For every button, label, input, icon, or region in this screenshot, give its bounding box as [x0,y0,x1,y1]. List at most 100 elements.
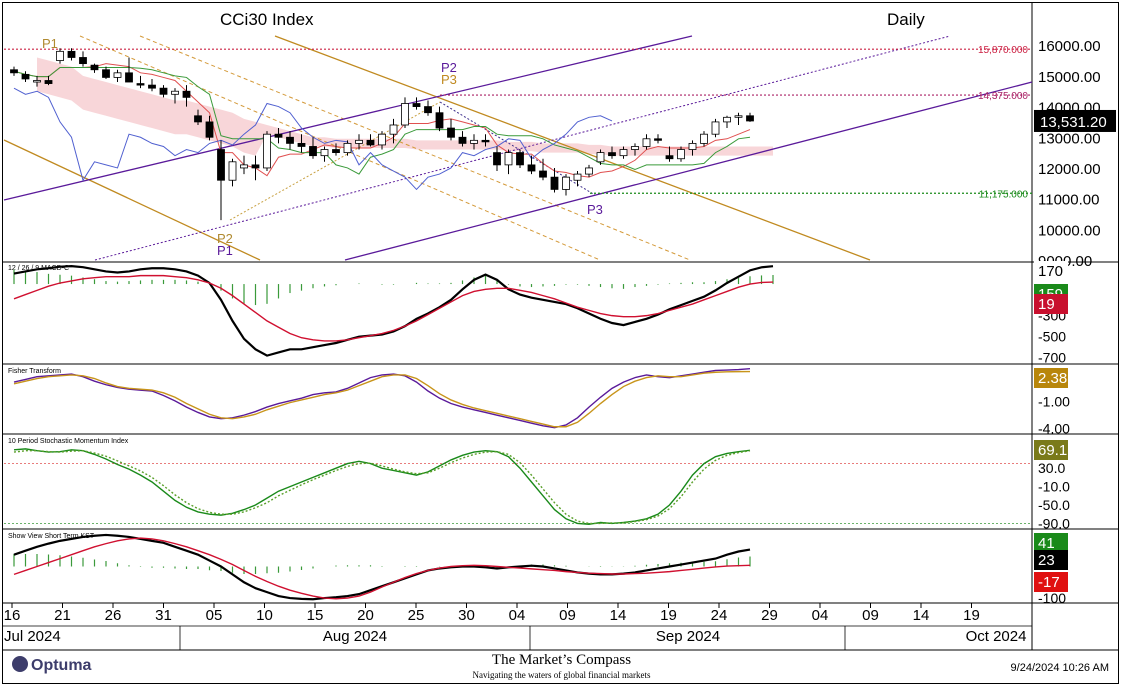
indicator-value-label: 170 [1038,263,1063,280]
x-axis-tick: 04 [509,607,526,624]
candle-body [21,73,30,80]
candle-body [251,164,260,169]
indicator-axis-tick: -10.0 [1038,479,1070,495]
publication-tagline: Navigating the waters of global financia… [472,670,651,680]
price-axis-tick: 10000.00 [1038,222,1101,239]
indicator-value-label: 23 [1038,552,1055,569]
candle-body [355,139,363,144]
pivot-label: P1 [42,36,58,51]
x-axis-tick: 19 [963,607,980,624]
candle-body [700,133,708,144]
footer-publication: The Market’s Compass Navigating the wate… [0,652,1123,680]
indicator-axis-tick: -4.00 [1038,421,1070,437]
indicator-series-line [13,367,751,429]
optuma-logo-icon [12,656,28,672]
x-axis-tick: 25 [408,607,425,624]
candle-body [125,72,133,83]
pitchfork-median-line [274,35,871,261]
candle-body [194,115,202,123]
ichimoku-cloud [37,57,773,156]
candle-body [182,90,191,98]
publication-title: The Market’s Compass [491,652,632,668]
x-axis-tick: 05 [206,607,223,624]
candle-body [608,152,616,157]
candle-body [504,152,513,166]
candle-body [343,142,352,154]
x-axis-tick: 09 [862,607,879,624]
candle-body [389,124,398,135]
price-axis-tick: 13000.00 [1038,130,1101,147]
last-price-box [1034,109,1116,132]
indicator-axis-tick: -90.0 [1038,515,1070,531]
candle-body [102,69,110,78]
x-axis-tick: 26 [105,607,122,624]
candle-body [171,90,179,95]
candle-body [711,121,720,135]
price-axis-tick: 16000.00 [1038,38,1101,55]
candle-body [585,167,593,175]
candle-body [148,84,156,89]
candle-body [309,146,317,157]
candle-body [113,72,122,78]
indicator-value-box [1034,533,1068,553]
candle-body [631,146,639,150]
x-axis-tick: 29 [761,607,778,624]
candle-body [240,164,248,169]
month-label: Sep 2024 [656,628,720,645]
indicator-title: Fisher Transform [8,368,61,375]
indicator-axis-tick: -1.00 [1038,394,1070,410]
indicator-series-line [13,274,774,342]
candle-body [447,127,455,138]
indicator-axis-tick: -500 [1038,329,1066,345]
candle-body [79,57,87,65]
x-axis-tick: 15 [307,607,324,624]
indicator-value-box [1034,440,1068,460]
optuma-logo: Optuma [12,656,91,675]
candle-body [263,133,271,169]
indicator-series-line [13,370,751,428]
month-label: Jul 2024 [4,628,61,645]
candle-body [654,138,662,141]
candle-body [286,136,294,144]
candle-body [516,152,524,166]
indicator-value-label: -17 [1038,574,1060,591]
indicator-title: Show View Short Term KST [8,533,95,540]
x-axis-tick: 20 [357,607,374,624]
candle-body [297,142,306,147]
indicator-series-line [13,533,751,601]
x-axis-tick: 30 [458,607,475,624]
indicator-axis-tick: -100 [1038,590,1066,606]
indicator-value-box [1034,572,1068,592]
candle-body [723,116,731,123]
pitchfork-dotted-line [139,35,691,261]
candle-body [470,139,478,144]
pivot-label: P2 [441,60,457,75]
candle-body [746,115,754,122]
indicator-value-box [1034,294,1068,314]
candle-body [493,152,501,166]
candle-body [424,106,432,114]
price-axis-tick: 11000.00 [1038,192,1099,209]
candle-body [56,50,64,61]
indicator-axis-tick: -700 [1038,350,1066,366]
candle-body [481,139,490,143]
candle-body [217,149,225,181]
candle-body [366,139,375,146]
candle-body [677,149,685,160]
chart-period: Daily [887,10,925,29]
indicator-title: 10 Period Stochastic Momentum Index [8,438,129,445]
indicator-value-box [1034,368,1068,388]
footer-timestamp: 9/24/2024 10:26 AM [1010,662,1109,674]
candle-body [688,142,697,150]
candle-body [665,155,674,160]
candle-body [573,173,582,181]
indicator-value-label: 41 [1038,535,1055,552]
x-axis-tick: 14 [610,607,627,624]
indicator-axis-tick: -50.0 [1038,497,1070,513]
indicator-series-line [13,450,751,525]
lagging-span [13,87,613,191]
candle-body [642,138,651,147]
indicator-series-line [13,265,774,357]
x-axis-tick: 19 [660,607,677,624]
